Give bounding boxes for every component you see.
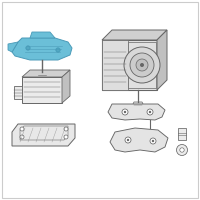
Polygon shape [108,104,165,120]
Circle shape [149,111,151,113]
Circle shape [20,135,24,139]
Polygon shape [102,30,167,40]
Circle shape [150,138,156,144]
Circle shape [136,59,148,71]
Circle shape [56,48,60,52]
Circle shape [177,144,188,156]
Circle shape [180,148,184,152]
Circle shape [20,127,24,131]
FancyBboxPatch shape [22,77,62,103]
Polygon shape [30,32,55,38]
Circle shape [27,47,29,49]
Circle shape [124,47,160,83]
Polygon shape [12,124,75,146]
Circle shape [57,49,59,51]
Circle shape [152,140,154,142]
Circle shape [140,63,144,67]
Circle shape [64,127,68,131]
Polygon shape [178,128,186,140]
Circle shape [64,135,68,139]
Polygon shape [12,38,72,60]
Polygon shape [133,102,143,107]
Circle shape [127,139,129,141]
Polygon shape [22,70,70,77]
Polygon shape [8,42,18,52]
Polygon shape [157,30,167,90]
Circle shape [26,46,30,50]
Circle shape [147,109,153,115]
Polygon shape [36,72,48,78]
FancyBboxPatch shape [128,42,156,88]
Circle shape [122,109,128,115]
Circle shape [124,111,126,113]
Polygon shape [62,70,70,103]
Polygon shape [110,128,168,152]
Circle shape [130,53,154,77]
FancyBboxPatch shape [102,40,157,90]
Circle shape [125,137,131,143]
FancyBboxPatch shape [102,40,128,90]
Polygon shape [14,86,22,99]
